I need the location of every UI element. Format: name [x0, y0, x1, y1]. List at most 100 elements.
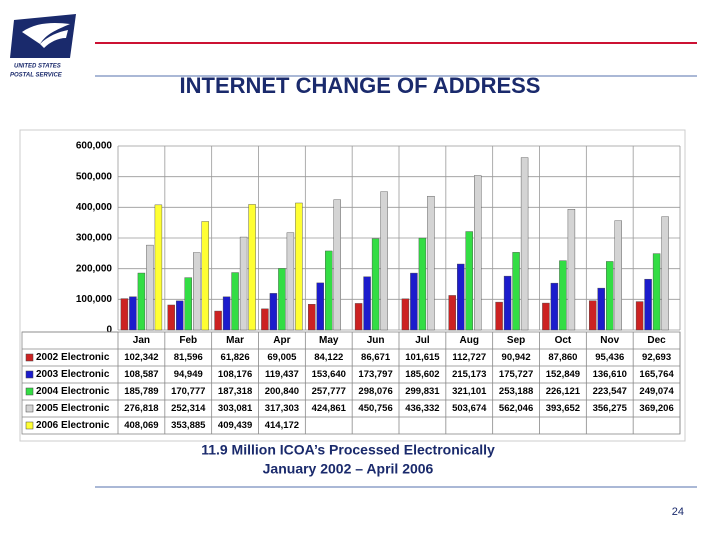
x-tick-label: Apr — [273, 335, 290, 346]
bar — [448, 295, 456, 331]
table-value: 414,172 — [265, 420, 299, 431]
page-number: 24 — [672, 506, 684, 518]
bar — [269, 293, 278, 331]
bar — [542, 302, 550, 331]
table-value: 356,275 — [593, 403, 628, 414]
x-tick-label: Aug — [460, 335, 479, 346]
bar — [146, 244, 154, 331]
table-value: 450,756 — [358, 403, 392, 414]
table-value: 393,652 — [546, 403, 580, 414]
x-tick-label: Dec — [647, 335, 666, 346]
bar — [597, 287, 605, 331]
table-value: 87,860 — [548, 352, 577, 363]
bar — [248, 204, 256, 331]
legend-swatch — [25, 421, 34, 430]
table-value: 153,640 — [312, 369, 346, 380]
table-value: 424,861 — [312, 403, 347, 414]
table-value: 257,777 — [312, 386, 346, 397]
bar — [457, 263, 465, 331]
y-tick-label: 400,000 — [76, 202, 113, 213]
table-value: 353,885 — [171, 420, 206, 431]
legend-label: 2006 Electronic — [36, 420, 110, 431]
bar — [231, 272, 239, 331]
bar — [661, 216, 669, 331]
slide-title: INTERNET CHANGE OF ADDRESS — [180, 73, 541, 98]
bar — [239, 236, 248, 331]
legend-label: 2003 Electronic — [36, 369, 110, 380]
logo: UNITED STATES POSTAL SERVICE — [10, 14, 76, 79]
table-value: 303,081 — [218, 403, 253, 414]
bar — [167, 304, 175, 331]
table-value: 102,342 — [124, 352, 158, 363]
bar — [614, 220, 622, 331]
table-value: 94,949 — [174, 369, 203, 380]
bar — [176, 300, 184, 331]
bar — [193, 252, 201, 331]
table-value: 299,831 — [405, 386, 440, 397]
table-value: 185,602 — [405, 369, 439, 380]
y-tick-label: 100,000 — [76, 294, 113, 305]
bar — [380, 191, 388, 331]
y-tick-label: 0 — [106, 325, 112, 336]
y-tick-label: 500,000 — [76, 171, 113, 182]
table-value: 173,797 — [358, 369, 392, 380]
table-value: 369,206 — [639, 403, 673, 414]
bar — [261, 308, 269, 331]
bar — [418, 237, 427, 331]
caption: 11.9 Million ICOA’s Processed Electronic… — [201, 442, 495, 458]
legend-label: 2004 Electronic — [36, 386, 110, 397]
legend-swatch — [25, 353, 34, 362]
table-value: 101,615 — [405, 352, 440, 363]
table-value: 92,693 — [642, 352, 671, 363]
bar — [129, 296, 137, 331]
table-value: 86,671 — [361, 352, 391, 363]
bar — [308, 304, 316, 331]
x-tick-label: Jul — [415, 335, 430, 346]
table-value: 69,005 — [267, 352, 297, 363]
table-value: 321,101 — [452, 386, 487, 397]
table-value: 84,122 — [314, 352, 343, 363]
y-tick-label: 600,000 — [76, 141, 113, 152]
logo-text: POSTAL SERVICE — [10, 73, 63, 79]
bar — [363, 276, 371, 331]
y-tick-label: 300,000 — [76, 233, 113, 244]
bar — [333, 199, 341, 331]
bar — [410, 272, 418, 331]
bar — [278, 268, 286, 331]
bar — [201, 221, 209, 331]
x-tick-label: Sep — [507, 335, 525, 346]
x-tick-label: Feb — [179, 335, 197, 346]
table-value: 223,547 — [593, 386, 627, 397]
table-value: 152,849 — [546, 369, 580, 380]
bar — [567, 209, 576, 331]
table-value: 81,596 — [174, 352, 203, 363]
bar — [295, 202, 303, 331]
bar — [214, 310, 222, 331]
table-value: 136,610 — [593, 369, 627, 380]
table-value: 253,188 — [499, 386, 533, 397]
x-tick-label: Mar — [226, 335, 244, 346]
bar — [137, 272, 146, 331]
bar — [652, 253, 661, 331]
table-value: 61,826 — [221, 352, 250, 363]
table-value: 200,840 — [265, 386, 299, 397]
bar — [644, 278, 652, 331]
bar — [184, 277, 192, 331]
table-value: 298,076 — [358, 386, 392, 397]
table-value: 215,173 — [452, 369, 486, 380]
legend-label: 2002 Electronic — [36, 352, 110, 363]
x-tick-label: Jun — [367, 335, 385, 346]
bar — [286, 232, 295, 331]
table-value: 252,314 — [171, 403, 206, 414]
bar — [589, 300, 597, 331]
bar — [371, 238, 380, 331]
bar — [503, 275, 512, 331]
bar — [606, 261, 614, 331]
x-tick-label: Oct — [555, 335, 572, 346]
table-value: 276,818 — [124, 403, 158, 414]
y-tick-label: 200,000 — [76, 263, 113, 274]
legend-label: 2005 Electronic — [36, 403, 110, 414]
bar — [222, 296, 231, 331]
table-value: 187,318 — [218, 386, 252, 397]
